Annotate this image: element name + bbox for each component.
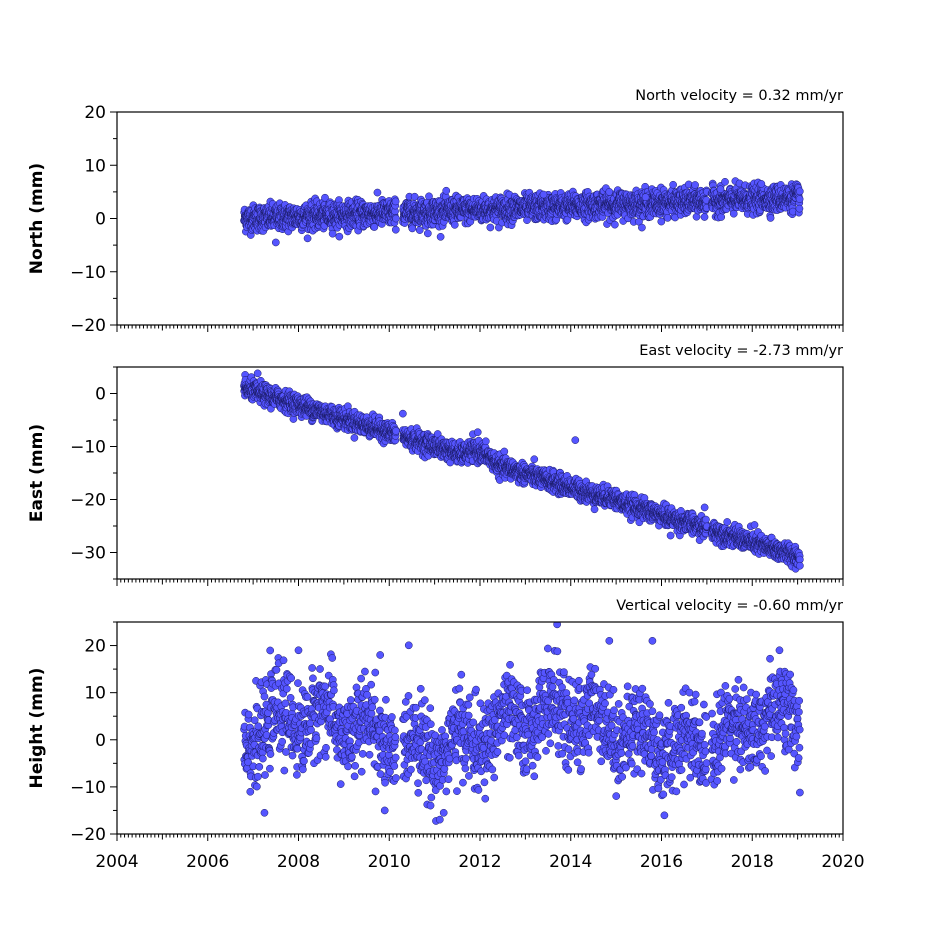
data-point bbox=[303, 234, 312, 243]
y-tick-label: 0 bbox=[95, 210, 106, 230]
data-point bbox=[500, 447, 509, 456]
data-point bbox=[721, 177, 729, 186]
north-axis-title: North (mm) bbox=[27, 163, 47, 274]
north-series bbox=[240, 177, 804, 247]
data-point bbox=[795, 195, 804, 203]
data-point bbox=[530, 455, 539, 464]
y-tick-label: −20 bbox=[70, 316, 106, 336]
data-point bbox=[795, 187, 804, 196]
data-point bbox=[757, 180, 766, 188]
data-point bbox=[391, 225, 400, 234]
data-point bbox=[716, 185, 725, 194]
data-point bbox=[392, 427, 400, 435]
data-point bbox=[481, 437, 490, 446]
data-point bbox=[700, 213, 709, 221]
data-point bbox=[669, 180, 677, 189]
data-point bbox=[335, 232, 344, 241]
data-point bbox=[663, 214, 672, 222]
data-point bbox=[321, 193, 329, 202]
y-tick-label: 10 bbox=[84, 156, 106, 176]
data-point bbox=[415, 226, 424, 234]
data-point bbox=[425, 192, 433, 201]
data-point bbox=[391, 197, 400, 206]
data-point bbox=[605, 188, 614, 196]
data-point bbox=[450, 221, 459, 229]
data-point bbox=[423, 229, 432, 238]
data-point bbox=[350, 434, 359, 442]
data-point bbox=[717, 213, 726, 221]
data-point bbox=[539, 190, 548, 199]
north-velocity-label: North velocity = 0.32 mm/yr bbox=[635, 88, 843, 104]
data-point bbox=[486, 223, 495, 232]
data-point bbox=[392, 214, 400, 223]
data-point bbox=[611, 220, 619, 229]
data-point bbox=[729, 209, 738, 218]
data-point bbox=[795, 204, 804, 213]
data-point bbox=[373, 188, 382, 197]
data-point bbox=[638, 223, 646, 232]
data-point bbox=[442, 186, 451, 195]
panel-north: −20 −10 0 10 20 North (mm) North velocity = 0.… bbox=[27, 88, 844, 336]
y-tick-label: −10 bbox=[70, 263, 106, 283]
east-series bbox=[240, 369, 804, 573]
data-point bbox=[328, 229, 337, 238]
data-point bbox=[271, 238, 280, 247]
data-point bbox=[691, 181, 699, 189]
data-point bbox=[766, 214, 775, 222]
data-point bbox=[436, 232, 445, 241]
y-tick-label: 20 bbox=[84, 103, 106, 123]
data-point bbox=[370, 223, 379, 231]
data-point bbox=[410, 192, 419, 201]
data-point bbox=[408, 224, 417, 233]
data-point bbox=[641, 193, 650, 202]
